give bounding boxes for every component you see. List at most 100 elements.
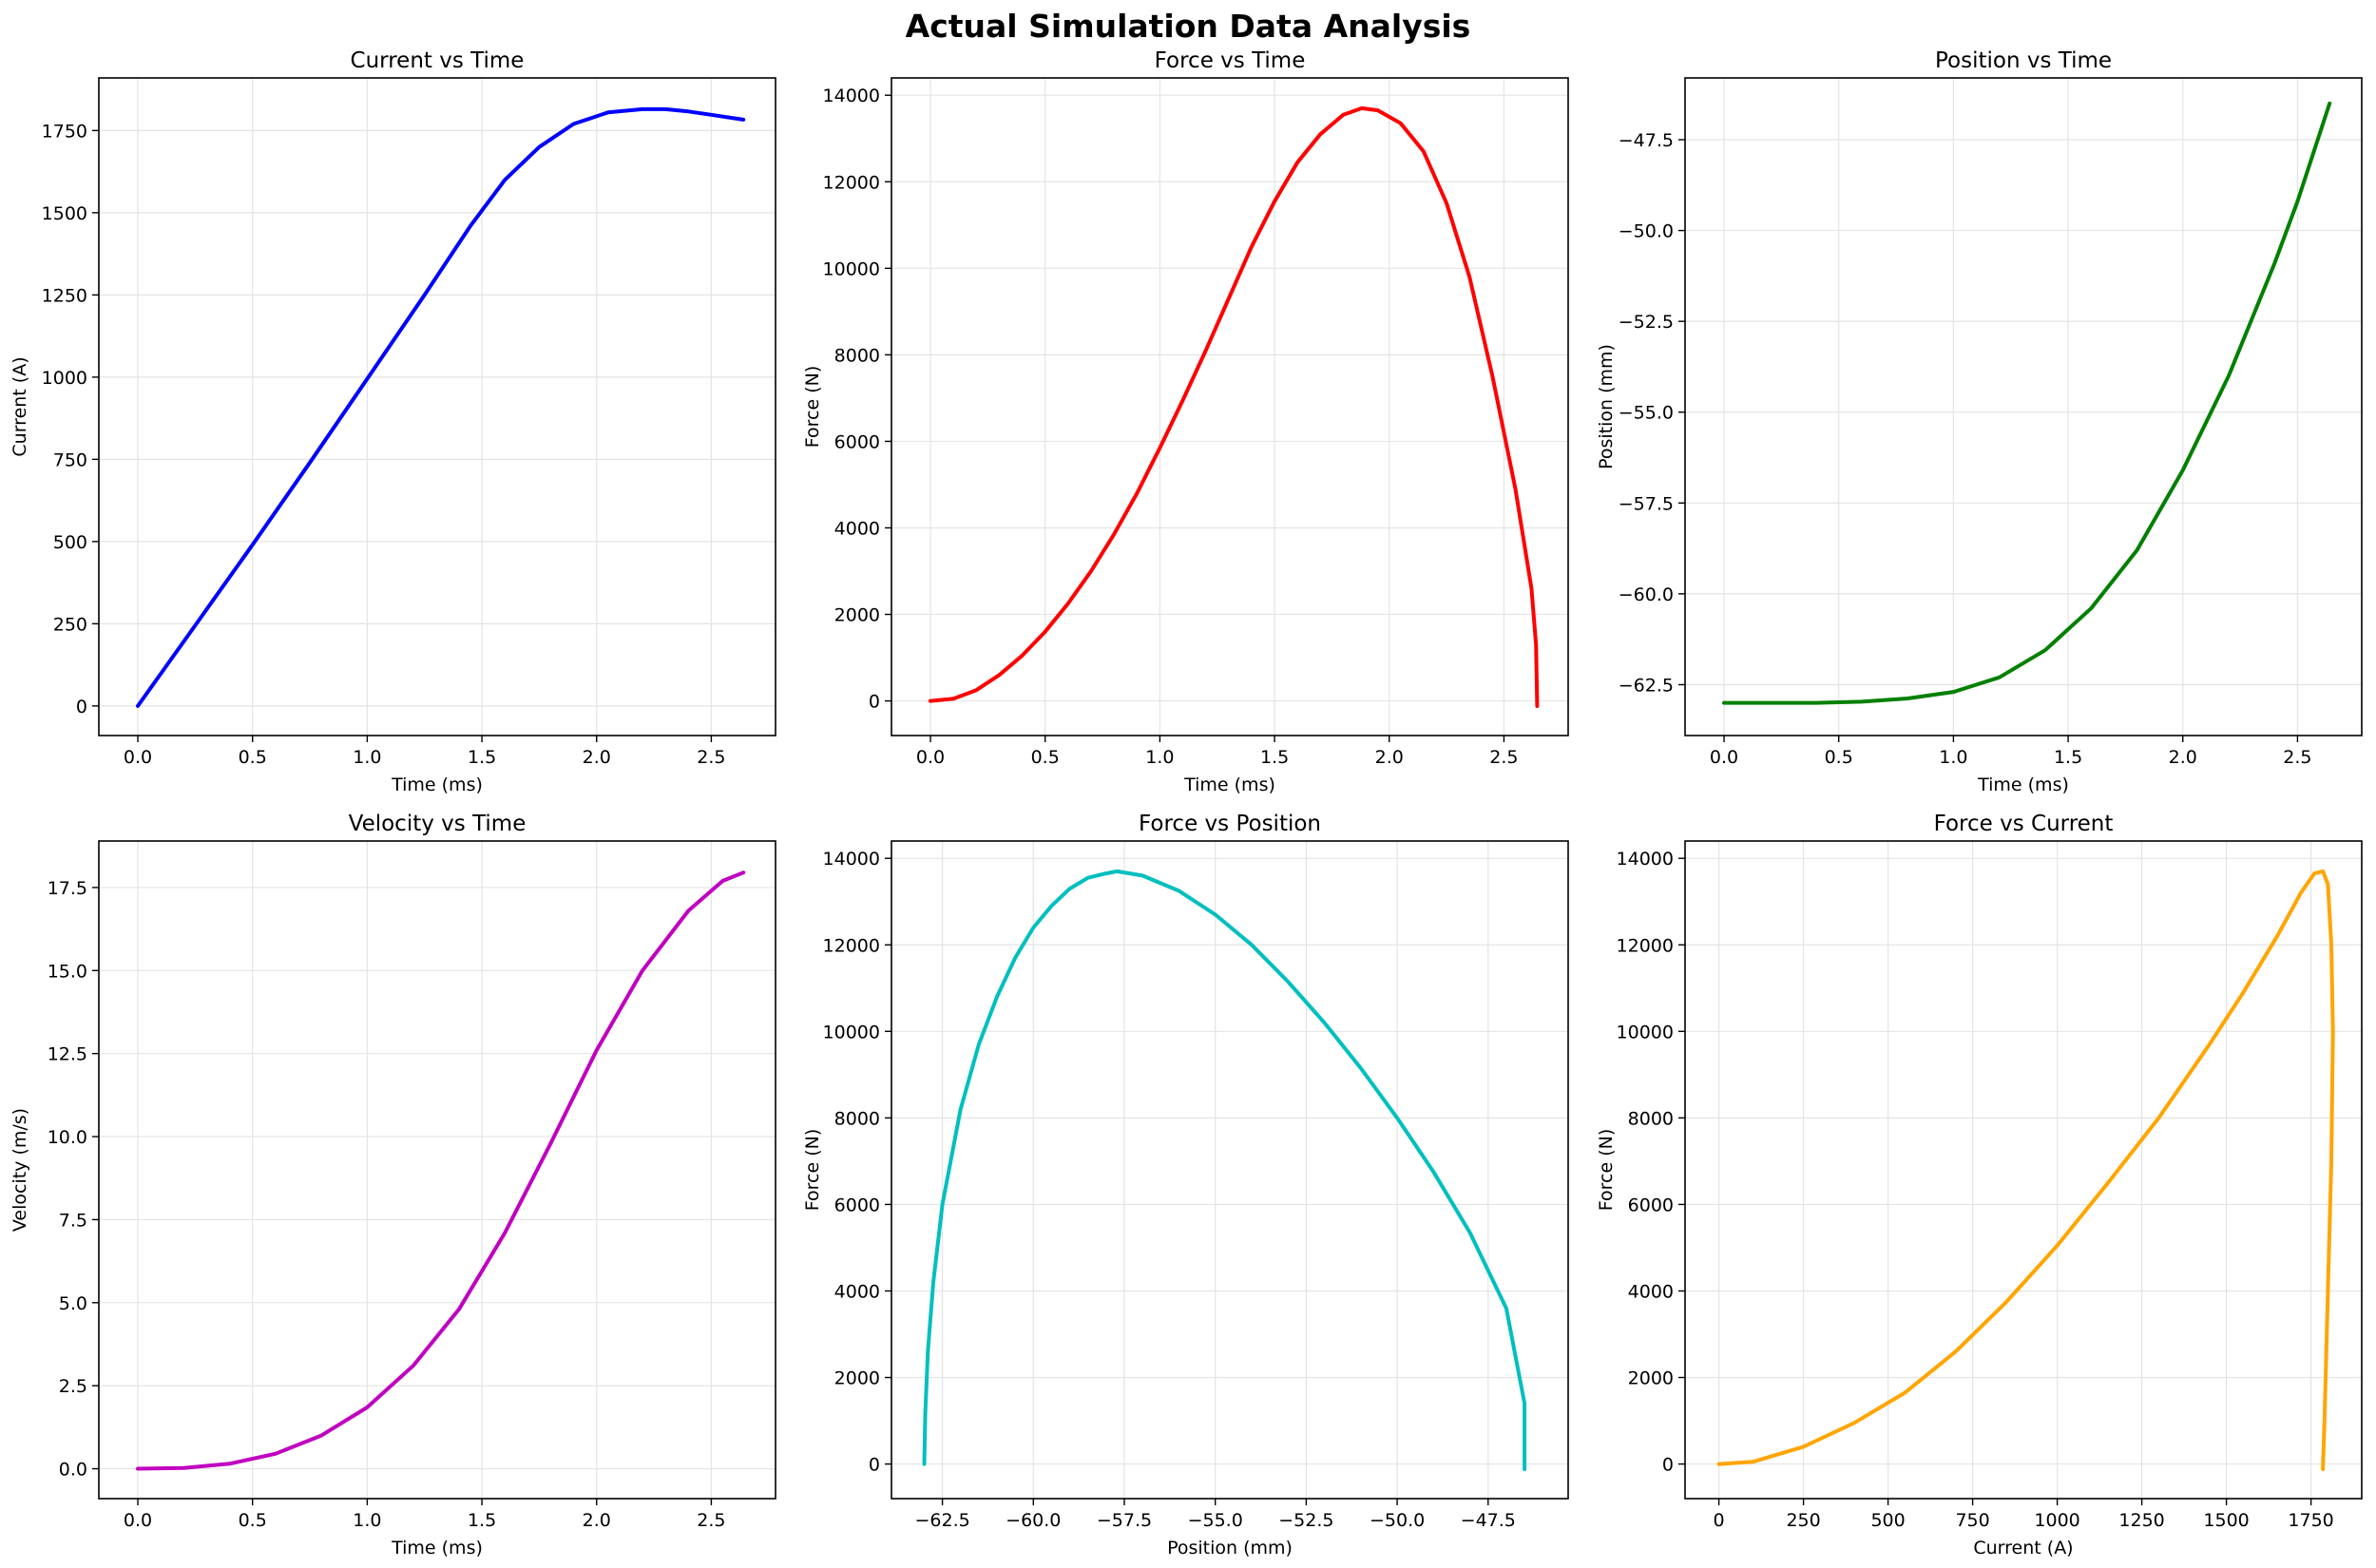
x-axis-label: Time (ms) xyxy=(391,774,483,795)
y-tick-label: −60.0 xyxy=(1619,584,1674,605)
axes-frame xyxy=(1684,77,2363,736)
y-tick-label: 15.0 xyxy=(48,961,87,982)
x-tick-label: 2.0 xyxy=(1375,747,1404,768)
figure-title: Actual Simulation Data Analysis xyxy=(905,8,1471,45)
y-tick-label: 1000 xyxy=(42,368,87,389)
x-tick-label: −57.5 xyxy=(1097,1510,1152,1531)
y-tick-label: 4000 xyxy=(834,518,880,539)
x-tick-label: 0.5 xyxy=(1825,747,1853,768)
x-axis-label: Current (A) xyxy=(1973,1538,2073,1558)
y-tick-label: 0 xyxy=(1662,1455,1674,1476)
axes-frame xyxy=(98,840,776,1500)
x-tick-label: 2.0 xyxy=(2169,747,2197,768)
y-tick-label: −47.5 xyxy=(1619,130,1674,151)
y-tick-label: −52.5 xyxy=(1619,312,1674,333)
x-axis-label: Time (ms) xyxy=(1183,774,1275,795)
x-tick-label: 2.5 xyxy=(1489,747,1518,768)
x-tick-label: −50.0 xyxy=(1370,1510,1425,1531)
x-tick-label: −52.5 xyxy=(1278,1510,1333,1531)
y-tick-label: 0 xyxy=(869,1455,880,1476)
y-tick-label: 8000 xyxy=(834,1108,880,1129)
chart-panel-5: −62.5 −60.0 −57.5 −55.0 −52.5 −50.0 −47.5 0 2000… xyxy=(802,812,1569,1558)
x-axis-label: Position (mm) xyxy=(1167,1538,1293,1558)
y-tick-label: 14000 xyxy=(823,849,880,870)
chart-title: Position vs Time xyxy=(1935,48,2112,73)
x-tick-label: 1.5 xyxy=(2054,747,2082,768)
y-tick-label: 10000 xyxy=(823,1022,880,1042)
chart-panel-4: 0.0 0.5 1.0 1.5 2.0 2.5 0.0 2.5 5.0 7.5 10.0 12.5 15… xyxy=(10,812,776,1558)
x-axis-label: Time (ms) xyxy=(391,1538,483,1558)
y-tick-label: 0 xyxy=(869,692,880,713)
y-tick-label: 1500 xyxy=(42,203,87,224)
chart-title: Force vs Time xyxy=(1155,48,1306,73)
x-tick-label: −55.0 xyxy=(1188,1510,1243,1531)
y-tick-label: 12.5 xyxy=(48,1044,87,1065)
y-tick-label: 10000 xyxy=(1617,1022,1674,1042)
x-tick-label: 1.0 xyxy=(1939,747,1967,768)
y-tick-label: 12000 xyxy=(823,935,880,956)
y-tick-label: 0 xyxy=(76,697,87,717)
series-line-force xyxy=(922,869,1527,1471)
y-tick-label: 0.0 xyxy=(59,1460,87,1481)
y-tick-label: 2000 xyxy=(834,605,880,626)
x-axis-label: Time (ms) xyxy=(1977,774,2069,795)
y-tick-label: 750 xyxy=(53,449,87,470)
chart-title: Velocity vs Time xyxy=(349,812,527,836)
x-tick-label: −47.5 xyxy=(1461,1510,1516,1531)
y-tick-label: 2000 xyxy=(834,1368,880,1389)
x-tick-label: 1000 xyxy=(2034,1510,2079,1531)
x-tick-label: 1.0 xyxy=(353,747,381,768)
x-tick-label: 1500 xyxy=(2203,1510,2249,1531)
x-tick-label: 2.0 xyxy=(583,1510,611,1531)
x-tick-label: −62.5 xyxy=(914,1510,969,1531)
y-tick-label: 7.5 xyxy=(59,1210,87,1231)
x-tick-label: 0.0 xyxy=(124,747,152,768)
x-tick-label: 0.5 xyxy=(239,1510,267,1531)
axes-frame xyxy=(891,77,1569,736)
axes-frame xyxy=(98,77,776,736)
axes-frame xyxy=(1684,840,2363,1500)
series-line-force xyxy=(1716,869,2335,1471)
y-tick-label: 12000 xyxy=(823,172,880,193)
x-tick-label: 1.0 xyxy=(1145,747,1174,768)
x-tick-label: 0 xyxy=(1714,1510,1725,1531)
x-tick-label: 1.0 xyxy=(353,1510,381,1531)
y-tick-label: 6000 xyxy=(834,1195,880,1215)
y-tick-label: 5.0 xyxy=(59,1293,87,1314)
y-tick-label: 14000 xyxy=(823,86,880,106)
x-tick-label: 2.5 xyxy=(2283,747,2311,768)
chart-panel-6: 0 250 500 750 1000 1250 1500 1750 0 2000 4000 6000 8… xyxy=(1596,812,2363,1558)
x-tick-label: 2.0 xyxy=(583,747,611,768)
x-tick-label: 2.5 xyxy=(697,747,725,768)
x-tick-label: −60.0 xyxy=(1006,1510,1061,1531)
y-tick-label: −57.5 xyxy=(1619,493,1674,514)
y-tick-label: 4000 xyxy=(834,1281,880,1302)
x-tick-label: 1750 xyxy=(2288,1510,2333,1531)
y-tick-label: 250 xyxy=(53,614,87,635)
axes-frame xyxy=(891,840,1569,1500)
series-line-velocity xyxy=(136,870,746,1471)
y-tick-label: −55.0 xyxy=(1619,403,1674,424)
y-axis-label: Force (N) xyxy=(802,1129,823,1211)
x-tick-label: 250 xyxy=(1786,1510,1820,1531)
y-tick-label: 500 xyxy=(53,532,87,553)
x-tick-label: 1250 xyxy=(2118,1510,2164,1531)
x-tick-label: 1.5 xyxy=(468,1510,496,1531)
y-axis-label: Position (mm) xyxy=(1596,344,1617,469)
y-tick-label: 6000 xyxy=(1628,1195,1674,1215)
x-tick-label: 0.0 xyxy=(124,1510,152,1531)
series-line-current xyxy=(136,106,746,708)
y-tick-label: 14000 xyxy=(1617,849,1674,870)
x-tick-label: 500 xyxy=(1870,1510,1905,1531)
chart-title: Force vs Position xyxy=(1139,812,1321,836)
x-tick-label: 1.5 xyxy=(1260,747,1289,768)
series-line-position xyxy=(1722,101,2332,705)
y-axis-label: Force (N) xyxy=(1596,1129,1617,1211)
y-tick-label: 8000 xyxy=(834,345,880,366)
x-tick-label: 2.5 xyxy=(697,1510,725,1531)
y-tick-label: −62.5 xyxy=(1619,675,1674,696)
series-line-force xyxy=(929,105,1540,708)
x-tick-label: 1.5 xyxy=(468,747,496,768)
chart-panel-1: 0.0 0.5 1.0 1.5 2.0 2.5 0 250 500 750 1000 1250 1500… xyxy=(10,48,776,795)
